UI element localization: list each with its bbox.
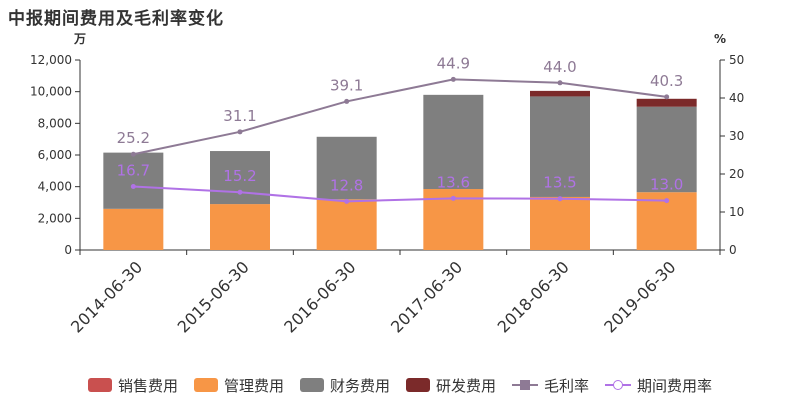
bar-segment: [636, 106, 697, 193]
bar-segment: [530, 90, 590, 97]
x-tick-label: 2017-06-30: [387, 257, 466, 336]
bar-segment: [103, 152, 164, 209]
legend-item[interactable]: 销售费用: [87, 375, 178, 396]
y-tick-label-left: 6,000: [38, 148, 72, 162]
series-line: [133, 185, 667, 203]
y-tick-label-left: 8,000: [38, 116, 72, 130]
bar-segment: [210, 151, 270, 205]
line-point: [664, 198, 670, 204]
y-tick-label-left: 12,000: [30, 53, 72, 67]
y-tick-label-right: 50: [729, 53, 744, 67]
legend-item[interactable]: 期间费用率: [605, 375, 712, 396]
chart-title: 中报期间费用及毛利率变化: [8, 9, 224, 29]
legend-swatch: [299, 378, 324, 392]
bar-segment: [316, 199, 377, 250]
legend-swatch: [605, 378, 632, 392]
line-point: [450, 76, 456, 82]
y-tick-label-right: 10: [729, 205, 744, 219]
data-label: 25.2: [117, 129, 150, 147]
data-label: 13.5: [543, 174, 576, 192]
line-point: [450, 195, 456, 201]
line-point: [130, 151, 136, 157]
data-label: 13.6: [437, 173, 470, 191]
data-label: 44.0: [543, 58, 576, 76]
data-label: 16.7: [117, 162, 150, 180]
y-tick-label-left: 4,000: [38, 180, 72, 194]
legend-label: 研发费用: [436, 376, 497, 395]
bar-segment: [316, 136, 377, 200]
x-tick-label: 2014-06-30: [67, 257, 146, 336]
chart-legend: 销售费用 管理费用 财务费用 研发费用 毛利率 期间费用率: [0, 374, 800, 396]
legend-item[interactable]: 管理费用: [193, 375, 284, 396]
legend-swatch: [406, 378, 430, 392]
line-point: [237, 189, 243, 195]
x-tick-label: 2016-06-30: [280, 257, 359, 336]
legend-label: 销售费用: [117, 376, 178, 395]
data-label: 31.1: [223, 107, 256, 125]
bar-segment: [530, 196, 590, 250]
legend-label: 财务费用: [329, 376, 390, 395]
x-tick-label: 2015-06-30: [174, 257, 253, 336]
data-label: 12.8: [330, 176, 363, 194]
y-tick-label-right: 30: [729, 129, 744, 143]
legend-marker-icon: [613, 380, 624, 390]
data-label: 13.0: [650, 176, 683, 194]
bar-segment: [530, 96, 590, 197]
y-tick-label-right: 40: [729, 91, 744, 105]
y-tick-label-left: 2,000: [38, 211, 72, 225]
bar-segment: [103, 208, 164, 250]
legend-item[interactable]: 毛利率: [512, 375, 589, 396]
legend-swatch: [193, 378, 218, 392]
y-tick-label-left: 0: [64, 243, 72, 257]
legend-label: 管理费用: [223, 376, 284, 395]
bar-segment: [423, 94, 484, 190]
legend-label: 期间费用率: [637, 376, 713, 395]
data-label: 44.9: [437, 54, 470, 72]
legend-swatch: [512, 378, 539, 392]
data-label: 39.1: [330, 76, 363, 94]
legend-label: 毛利率: [544, 376, 590, 395]
line-point: [237, 129, 243, 135]
bar-segment: [210, 204, 270, 250]
line-point: [664, 94, 670, 100]
series-line: [133, 78, 667, 156]
legend-item[interactable]: 研发费用: [406, 375, 496, 396]
data-label: 15.2: [223, 167, 256, 185]
line-point: [557, 196, 563, 202]
y-axis-right-unit: %: [714, 32, 726, 46]
data-label: 40.3: [650, 72, 683, 90]
x-tick-label: 2018-06-30: [494, 257, 573, 336]
line-point: [557, 80, 563, 86]
line-point: [130, 184, 136, 190]
line-point: [344, 198, 350, 204]
bar-segment: [636, 98, 697, 107]
y-tick-label-left: 10,000: [30, 85, 72, 99]
y-tick-label-right: 20: [729, 167, 744, 181]
x-tick-label: 2019-06-30: [600, 257, 679, 336]
line-point: [344, 98, 350, 104]
y-tick-label-right: 0: [729, 243, 737, 257]
legend-marker-icon: [520, 380, 531, 390]
y-axis-left-unit: 万: [73, 32, 86, 46]
legend-swatch: [87, 378, 112, 392]
legend-item[interactable]: 财务费用: [299, 375, 390, 396]
